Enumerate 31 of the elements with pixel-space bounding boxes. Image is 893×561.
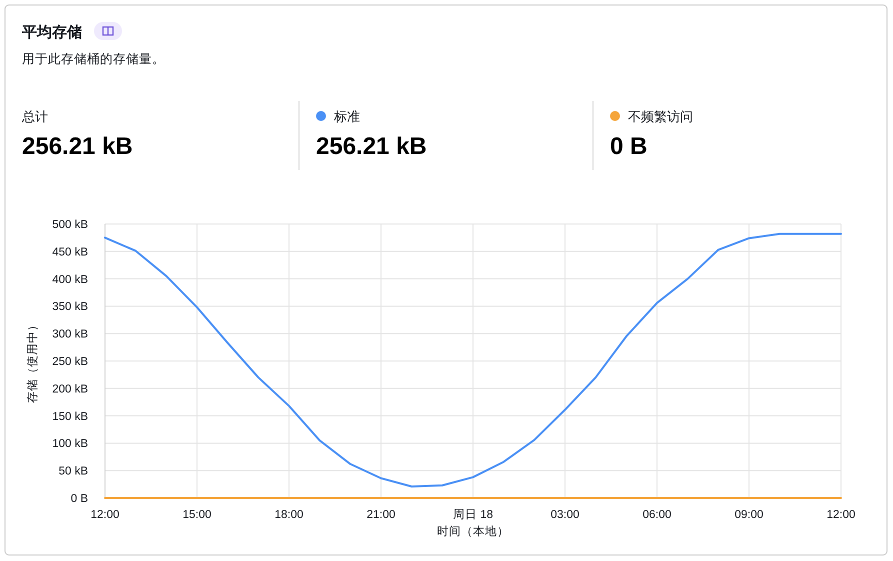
x-tick-label: 09:00 (734, 509, 764, 521)
y-tick-label: 0 B (70, 493, 88, 505)
y-tick-label: 100 kB (52, 438, 88, 450)
y-axis-title: 存储（使用中） (26, 319, 39, 403)
y-tick-label: 200 kB (52, 383, 88, 396)
legend-label: 不频繁访问 (628, 109, 693, 124)
y-tick-label: 400 kB (52, 274, 88, 286)
y-tick-label: 150 kB (52, 410, 88, 423)
x-tick-label: 21:00 (366, 509, 396, 521)
line-series (104, 232, 842, 488)
text: 256.21 kB (22, 133, 133, 160)
x-tick-label: 18:00 (274, 509, 304, 521)
chart-title: 平均存储 (21, 24, 82, 41)
text: 0 B (610, 133, 648, 160)
chart-subtitle: 用于此存储桶的存储量。 (22, 52, 165, 66)
x-tick-label: 周日 18 (453, 508, 493, 521)
y-tick-label: 300 kB (52, 328, 88, 341)
x-tick-label: 06:00 (642, 509, 672, 521)
y-tick-label: 250 kB (52, 356, 88, 368)
x-tick-label: 03:00 (550, 509, 580, 521)
y-tick-label: 350 kB (52, 301, 88, 314)
x-tick-label: 12:00 (826, 509, 856, 521)
x-tick-label: 15:00 (182, 509, 212, 521)
text: 总计 (21, 109, 48, 124)
text: 256.21 kB (316, 133, 427, 160)
x-axis-title: 时间（本地） (437, 525, 509, 538)
y-tick-label: 50 kB (58, 466, 88, 478)
legend-label: 标准 (333, 109, 360, 124)
y-tick-label: 450 kB (52, 246, 88, 258)
y-tick-label: 500 kB (52, 219, 88, 231)
x-tick-label: 12:00 (90, 509, 120, 521)
